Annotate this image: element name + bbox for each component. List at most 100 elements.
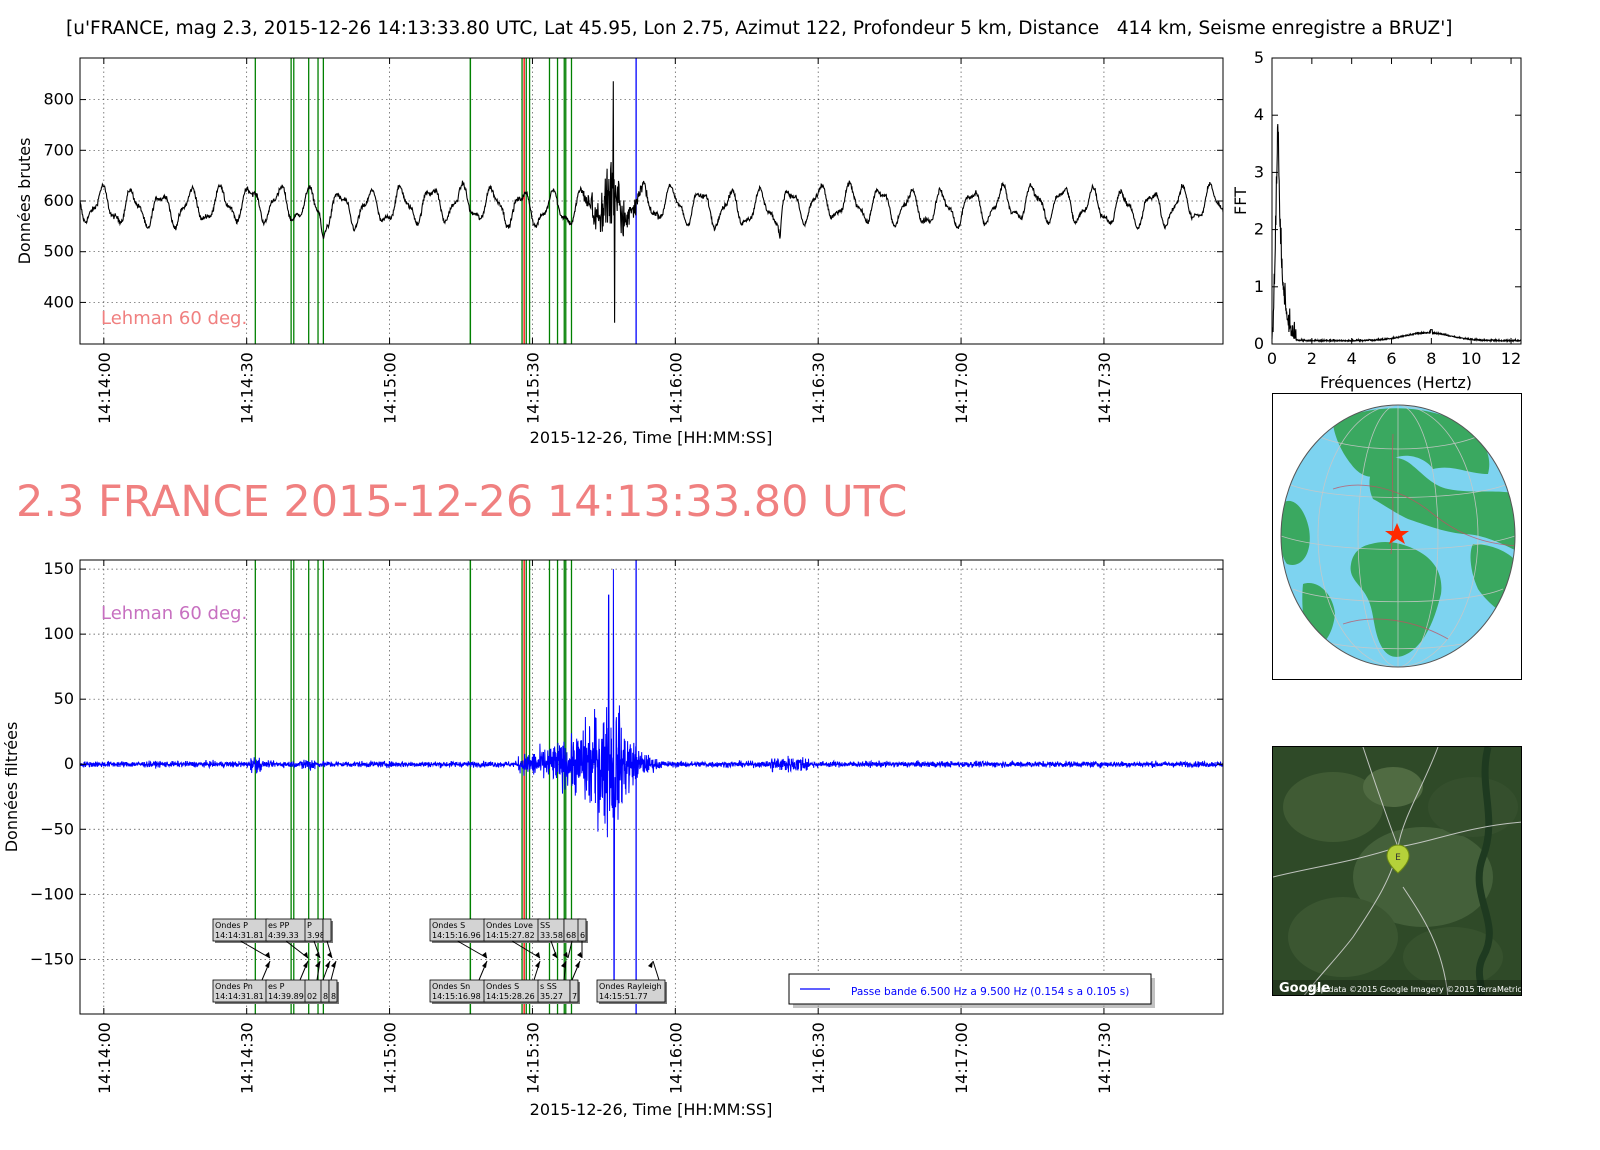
raw-trace-line: [79, 81, 1224, 323]
phase-label-bottom-6: Ondes S14:15:28.26: [483, 960, 542, 1004]
y-tick-label: 5: [1254, 48, 1264, 67]
phase-label-time: 14:14:31.81: [215, 992, 264, 1001]
filtered-annotation: Lehman 60 deg.: [101, 603, 247, 624]
x-tick-label: 14:14:00: [95, 1022, 114, 1094]
phase-label-time: 33.58: [540, 931, 563, 940]
filtered-legend: Passe bande 6.500 Hz a 9.500 Hz (0.154 s…: [788, 973, 1155, 1008]
phase-label-arrowhead: [563, 952, 568, 958]
phase-label-arrowhead: [303, 952, 308, 958]
x-tick-label: 8: [1426, 349, 1436, 368]
filtered-x-ticks: 14:14:00 14:14:30 14:15:00 14:15:30 14:16:00…: [95, 560, 1114, 1094]
fft-spectrum-line: [1271, 124, 1522, 344]
x-tick-label: 0: [1267, 349, 1277, 368]
event-big-title: 2.3 FRANCE 2015-12-26 14:13:33.80 UTC: [16, 477, 908, 527]
phase-label-arrow: [563, 960, 567, 981]
phase-label-arrowhead: [265, 952, 270, 958]
filtered-x-axis-label: 2015-12-26, Time [HH:MM:SS]: [530, 1100, 773, 1119]
x-tick-label: 2: [1307, 349, 1317, 368]
phase-label-bottom-1: es P14:39.89: [265, 960, 309, 1004]
map-pin-icon: E: [1386, 844, 1410, 874]
phase-label-box: [328, 979, 338, 1003]
y-tick-label: 500: [43, 242, 74, 261]
raw-y-axis-label: Données brutes: [15, 138, 34, 265]
y-tick-label: 400: [43, 292, 74, 311]
fft-y-ticks: 0 1 2 3 4 5: [1254, 48, 1521, 353]
phase-label-arrowhead: [535, 961, 540, 968]
x-tick-label: 14:14:00: [95, 352, 114, 424]
phase-label-top-8: 6: [577, 918, 588, 958]
legend-label: Passe bande 6.500 Hz a 9.500 Hz (0.154 s…: [851, 986, 1129, 998]
globe-map: [1272, 393, 1522, 680]
phase-label-arrowhead: [577, 952, 582, 958]
filtered-plot-frame: [79, 559, 1224, 1015]
raw-x-axis-label: 2015-12-26, Time [HH:MM:SS]: [530, 428, 773, 447]
phase-label-arrowhead: [552, 952, 557, 958]
x-tick-label: 4: [1347, 349, 1357, 368]
y-tick-label: −100: [30, 884, 74, 903]
phase-label-box: [322, 918, 332, 942]
phase-label-arrowhead: [315, 952, 320, 958]
y-tick-label: 150: [43, 559, 74, 578]
filtered-y-ticks: −150 −100 −50 0 50 100 150: [30, 559, 1223, 968]
phase-label-bottom-2: 02: [304, 960, 325, 1004]
phase-label-time: 3.98: [307, 931, 325, 940]
raw-y-ticks: 400 500 600 700 800: [43, 90, 1223, 311]
y-tick-label: 1: [1254, 277, 1264, 296]
phase-label-time: 14:15:16.96: [432, 931, 481, 940]
phase-label-time: 7: [572, 992, 577, 1001]
phase-label-top-4: Ondes S14:15:16.96: [429, 918, 488, 959]
y-tick-label: −150: [30, 949, 74, 968]
x-tick-label: 14:17:00: [952, 1022, 971, 1094]
phase-label-time: 35.27: [540, 992, 563, 1001]
phase-label-time: 14:15:28.26: [486, 992, 535, 1001]
x-tick-label: 12: [1501, 349, 1521, 368]
phase-label-arrowhead: [482, 961, 487, 968]
raw-grid: [80, 58, 1223, 344]
phase-label-arrowhead: [535, 952, 540, 958]
phase-label-arrowhead: [561, 961, 566, 968]
y-tick-label: 700: [43, 140, 74, 159]
x-tick-label: 14:14:30: [238, 1022, 257, 1094]
filtered-trace-line: [79, 569, 1224, 1003]
phase-label-name: Ondes P: [215, 921, 248, 930]
phase-label-top-3: [322, 918, 333, 959]
y-tick-label: 4: [1254, 105, 1264, 124]
x-tick-label: 14:15:30: [523, 1022, 542, 1094]
x-tick-label: 14:16:30: [809, 1022, 828, 1094]
phase-label-name: es P: [268, 982, 285, 991]
x-tick-label: 14:16:00: [666, 352, 685, 424]
phase-label-name: P: [307, 921, 312, 930]
epicenter-star-icon: [1385, 523, 1409, 544]
map-pin-letter: E: [1395, 853, 1401, 863]
phase-label-time: 4:39.33: [268, 931, 299, 940]
x-tick-label: 14:14:30: [238, 352, 257, 424]
phase-label-name: s SS: [540, 982, 557, 991]
phase-label-name: Ondes S: [486, 982, 519, 991]
filtered-phase-lines: [254, 560, 637, 1014]
phase-label-time: 14:15:27.82: [486, 931, 535, 940]
globe-svg: [1280, 404, 1516, 668]
phase-label-arrowhead: [482, 952, 487, 958]
phase-label-box: [569, 979, 579, 1003]
fft-plot-frame: [1271, 57, 1522, 345]
y-tick-label: 3: [1254, 162, 1264, 181]
y-tick-label: 0: [1254, 334, 1264, 353]
phase-label-bottom-3: 8: [320, 960, 331, 1004]
phase-label-bottom-8: 7: [569, 960, 581, 1004]
phase-label-name: Ondes Rayleigh: [599, 982, 662, 991]
y-tick-label: 50: [54, 689, 74, 708]
phase-label-name: Ondes Love: [486, 921, 533, 930]
phase-label-time: 02: [307, 992, 317, 1001]
phase-label-arrow: [567, 940, 573, 959]
y-tick-label: 600: [43, 191, 74, 210]
